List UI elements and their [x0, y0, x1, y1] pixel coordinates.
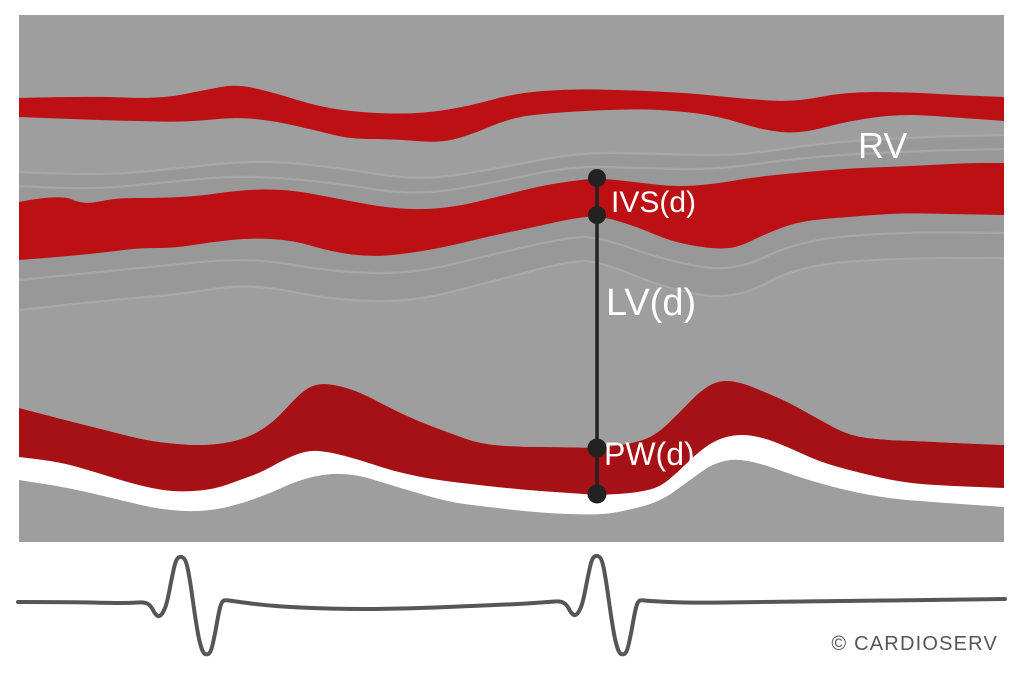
measurement-dot-pw-bottom [587, 484, 607, 504]
echo-contour-line-lower [19, 256, 1004, 312]
rv-anterior-wall-band [19, 85, 1004, 142]
echo-contour-line-upper-inner [19, 147, 1004, 194]
measurement-dot-ivs-top [588, 169, 606, 187]
measurement-dot-pw-top [587, 438, 607, 458]
echo-contour-line-upper [19, 133, 1004, 179]
echo-contour-line-lower-inner [19, 231, 1004, 282]
label-ivs: IVS(d) [611, 186, 697, 219]
copyright-text: © CARDIOSERV [831, 633, 998, 655]
interventricular-septum-band [19, 163, 1004, 260]
label-pw: PW(d) [604, 436, 695, 472]
ecg-trace [16, 553, 1007, 657]
label-lv: LV(d) [606, 282, 697, 324]
echo-texture-band-below-septum [19, 213, 1004, 310]
posterior-wall-band [19, 380, 1004, 495]
label-rv: RV [858, 125, 908, 166]
measurement-dot-ivs-bottom [588, 206, 606, 224]
